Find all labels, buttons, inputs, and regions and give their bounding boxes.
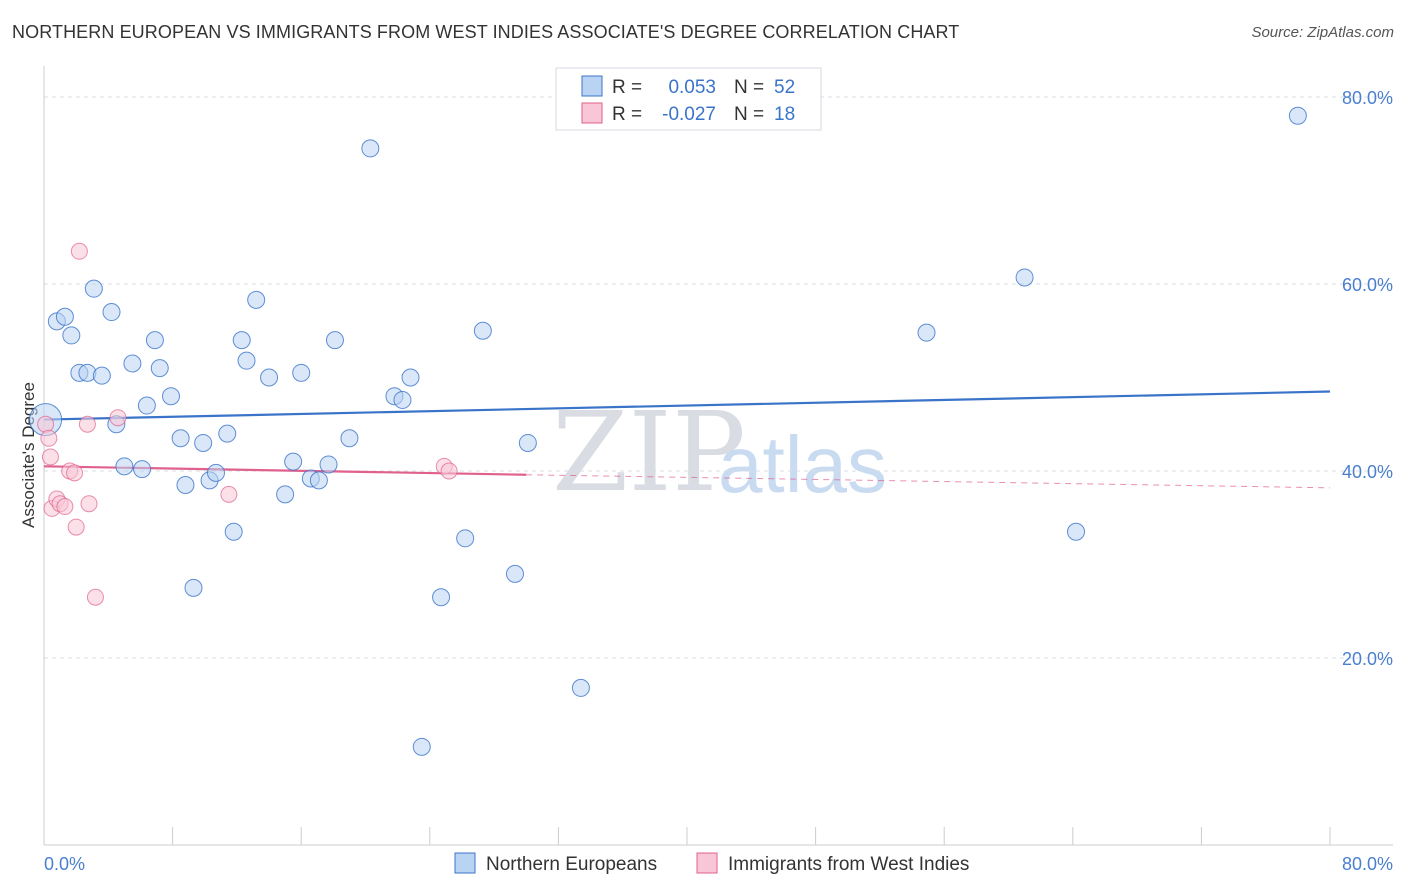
point-northern-europeans: [412, 737, 431, 756]
stats-r-label-1: R =: [612, 77, 642, 98]
point-northern-europeans: [115, 457, 134, 476]
stats-r-value-1: 0.053: [668, 77, 716, 98]
legend-label-northern-europeans: Northern Europeans: [486, 854, 657, 875]
point-west-indies: [56, 498, 74, 516]
point-northern-europeans: [194, 433, 213, 452]
point-northern-europeans: [62, 326, 81, 345]
point-northern-europeans: [1067, 522, 1086, 541]
legend-label-west-indies: Immigrants from West Indies: [728, 854, 969, 875]
point-northern-europeans: [176, 476, 195, 495]
point-west-indies: [78, 415, 96, 433]
chart-title: NORTHERN EUROPEAN VS IMMIGRANTS FROM WES…: [12, 22, 960, 42]
x-tick-label-min: 0.0%: [44, 854, 85, 874]
point-northern-europeans: [55, 307, 74, 326]
trend-line-west-indies-extrapolated: [526, 474, 1331, 489]
stats-swatch-blue: [581, 75, 603, 97]
point-northern-europeans: [432, 588, 451, 607]
point-northern-europeans: [247, 290, 266, 309]
y-tick-labels: 20.0% 40.0% 60.0% 80.0%: [1342, 88, 1393, 669]
point-west-indies: [40, 429, 58, 447]
point-northern-europeans: [292, 363, 311, 382]
point-northern-europeans: [102, 303, 121, 322]
point-northern-europeans: [232, 331, 251, 350]
source-credit: Source: ZipAtlas.com: [1251, 24, 1394, 41]
point-west-indies: [70, 242, 88, 260]
point-northern-europeans: [518, 433, 537, 452]
point-northern-europeans: [319, 455, 338, 474]
point-northern-europeans: [325, 331, 344, 350]
point-northern-europeans: [161, 387, 180, 406]
point-northern-europeans: [917, 323, 936, 342]
point-northern-europeans: [401, 368, 420, 387]
point-northern-europeans: [1015, 268, 1034, 287]
legend-swatch-west-indies: [696, 852, 718, 874]
point-northern-europeans: [284, 452, 303, 471]
point-west-indies: [67, 518, 85, 536]
point-northern-europeans: [473, 321, 492, 340]
watermark-zip: ZIP: [552, 388, 746, 516]
point-west-indies: [86, 588, 104, 606]
point-west-indies: [37, 415, 55, 433]
point-west-indies: [66, 464, 84, 482]
point-northern-europeans: [505, 564, 524, 583]
y-tick-label: 60.0%: [1342, 275, 1393, 295]
stats-legend: R = 0.053 N = 52 R = -0.027 N = 18: [555, 67, 822, 131]
legend-swatch-northern-europeans: [454, 852, 476, 874]
point-northern-europeans: [361, 139, 380, 158]
gridlines: [44, 96, 1393, 659]
stats-n-label-2: N =: [734, 104, 764, 125]
point-northern-europeans: [123, 354, 142, 373]
point-west-indies: [440, 462, 458, 480]
point-northern-europeans: [171, 429, 190, 448]
y-tick-label: 80.0%: [1342, 88, 1393, 108]
point-northern-europeans: [260, 368, 279, 387]
point-northern-europeans: [276, 485, 295, 504]
point-northern-europeans: [150, 359, 169, 378]
stats-n-value-2: 18: [774, 104, 795, 125]
point-northern-europeans: [92, 366, 111, 385]
point-northern-europeans: [218, 424, 237, 443]
watermark-atlas: atlas: [718, 420, 887, 509]
point-west-indies: [220, 485, 238, 503]
point-west-indies: [41, 448, 59, 466]
data-points: [29, 106, 1307, 756]
series-legend: Northern Europeans Immigrants from West …: [454, 852, 969, 875]
point-northern-europeans: [133, 460, 152, 479]
point-northern-europeans: [145, 331, 164, 350]
point-northern-europeans: [456, 529, 475, 548]
point-northern-europeans: [207, 463, 226, 482]
point-northern-europeans: [340, 429, 359, 448]
stats-n-value-1: 52: [774, 77, 795, 98]
stats-r-value-2: -0.027: [662, 104, 716, 125]
point-northern-europeans: [237, 351, 256, 370]
point-northern-europeans: [1288, 106, 1307, 125]
point-west-indies: [109, 409, 127, 427]
point-northern-europeans: [393, 390, 412, 409]
point-northern-europeans: [309, 471, 328, 490]
y-tick-label: 40.0%: [1342, 462, 1393, 482]
point-west-indies: [80, 495, 98, 513]
x-tick-label-max: 80.0%: [1342, 854, 1393, 874]
x-ticks: [43, 827, 1331, 845]
trend-line-northern-europeans: [43, 390, 1331, 421]
stats-n-label-1: N =: [734, 77, 764, 98]
stats-swatch-pink: [581, 102, 603, 124]
point-northern-europeans: [84, 279, 103, 298]
stats-r-label-2: R =: [612, 104, 642, 125]
point-northern-europeans: [137, 396, 156, 415]
point-northern-europeans: [224, 522, 243, 541]
point-northern-europeans: [184, 578, 203, 597]
point-northern-europeans: [571, 678, 590, 697]
y-axis-label: Associate's Degree: [19, 382, 38, 528]
watermark: ZIP atlas: [552, 388, 887, 516]
y-tick-label: 20.0%: [1342, 649, 1393, 669]
